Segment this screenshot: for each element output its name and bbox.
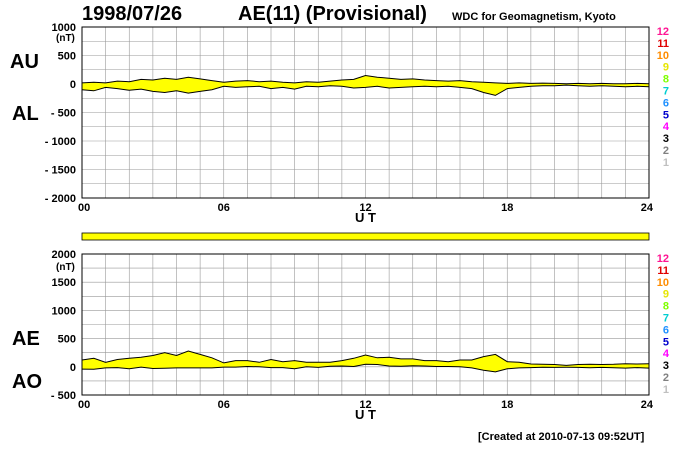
au-al-y-tick-label: 1000 (52, 22, 76, 34)
au-al-station-legend-9: 9 (663, 62, 669, 74)
ae-ao-station-legend-10: 10 (657, 277, 669, 289)
au-al-y-tick-label: - 500 (51, 108, 76, 120)
ae-ao-station-legend-4: 4 (663, 348, 670, 360)
au-al-station-legend-5: 5 (663, 109, 669, 121)
al-panel-label: AL (12, 103, 39, 125)
organization-label: WDC for Geomagnetism, Kyoto (452, 11, 616, 23)
ae-ao-unit-label: (nT) (56, 262, 75, 273)
ae-ao-plot-frame (81, 253, 650, 396)
ae-ao-y-tick-label: 1000 (52, 305, 76, 317)
ae-panel-label: AE (12, 328, 40, 350)
plot-date: 1998/07/26 (82, 3, 183, 25)
au-al-plot-frame (81, 26, 650, 199)
ae-ao-x-tick-label: 12 (359, 399, 371, 411)
au-al-filled-area (82, 75, 649, 96)
au-al-y-tick-label: - 1500 (45, 165, 76, 177)
ae-ao-station-legend-2: 2 (663, 372, 669, 384)
ae-ao-station-legend-1: 1 (663, 384, 669, 396)
au-al-y-tick-label: - 2000 (45, 193, 76, 205)
au-al-station-legend-11: 11 (657, 38, 669, 50)
plot-title: AE(11) (Provisional) (238, 3, 427, 25)
au-al-y-tick-label: 0 (70, 79, 76, 91)
ae-ao-station-legend-5: 5 (663, 336, 669, 348)
ae-ao-station-legend-6: 6 (663, 324, 669, 336)
ae-ao-station-legend-9: 9 (663, 289, 669, 301)
au-series-line (81, 74, 650, 85)
ae-ao-station-legend-12: 12 (657, 253, 669, 265)
au-al-station-legend-3: 3 (663, 133, 669, 145)
au-al-x-tick-label: 18 (501, 202, 513, 214)
au-al-station-legend-4: 4 (663, 121, 670, 133)
au-al-y-tick-label: - 1000 (45, 136, 76, 148)
ae-ao-y-tick-label: 1500 (52, 277, 76, 289)
ae-ao-station-legend-3: 3 (663, 360, 669, 372)
ae-series-line (81, 350, 650, 366)
au-al-station-legend-10: 10 (657, 50, 669, 62)
ae-ao-x-tick-label: 06 (218, 399, 230, 411)
ao-panel-label: AO (12, 371, 42, 393)
ao-series-line (81, 363, 650, 373)
au-al-station-legend-1: 1 (663, 157, 669, 169)
au-al-station-legend-12: 12 (657, 26, 669, 38)
ae-ao-station-legend-7: 7 (663, 313, 669, 325)
au-al-unit-label: (nT) (56, 33, 75, 44)
au-al-x-tick-label: 06 (218, 202, 230, 214)
ae-ao-y-tick-label: - 500 (51, 390, 76, 402)
au-al-station-legend-7: 7 (663, 86, 669, 98)
au-al-x-tick-label: 00 (78, 202, 90, 214)
ae-ao-station-legend-11: 11 (657, 265, 669, 277)
ae-ao-y-tick-label: 500 (58, 334, 76, 346)
station-status-bar (81, 232, 650, 241)
au-al-x-tick-label: 24 (641, 202, 654, 214)
ae-ao-y-tick-label: 0 (70, 362, 76, 374)
au-al-station-legend-8: 8 (663, 74, 669, 86)
al-series-line (81, 84, 650, 96)
ae-ao-x-tick-label: 18 (501, 399, 513, 411)
creation-timestamp: [Created at 2010-07-13 09:52UT] (478, 431, 645, 443)
au-al-station-legend-2: 2 (663, 145, 669, 157)
au-al-station-legend-6: 6 (663, 97, 669, 109)
ae-ao-x-tick-label: 00 (78, 399, 90, 411)
ae-ao-x-tick-label: 24 (641, 399, 654, 411)
au-panel-label: AU (10, 51, 39, 73)
ae-ao-x-axis-label: U T (355, 407, 376, 422)
ae-ao-y-tick-label: 2000 (52, 249, 76, 261)
au-al-x-axis-label: U T (355, 210, 376, 225)
au-al-x-tick-label: 12 (359, 202, 371, 214)
au-al-y-tick-label: 500 (58, 51, 76, 63)
ae-ao-station-legend-8: 8 (663, 301, 669, 313)
